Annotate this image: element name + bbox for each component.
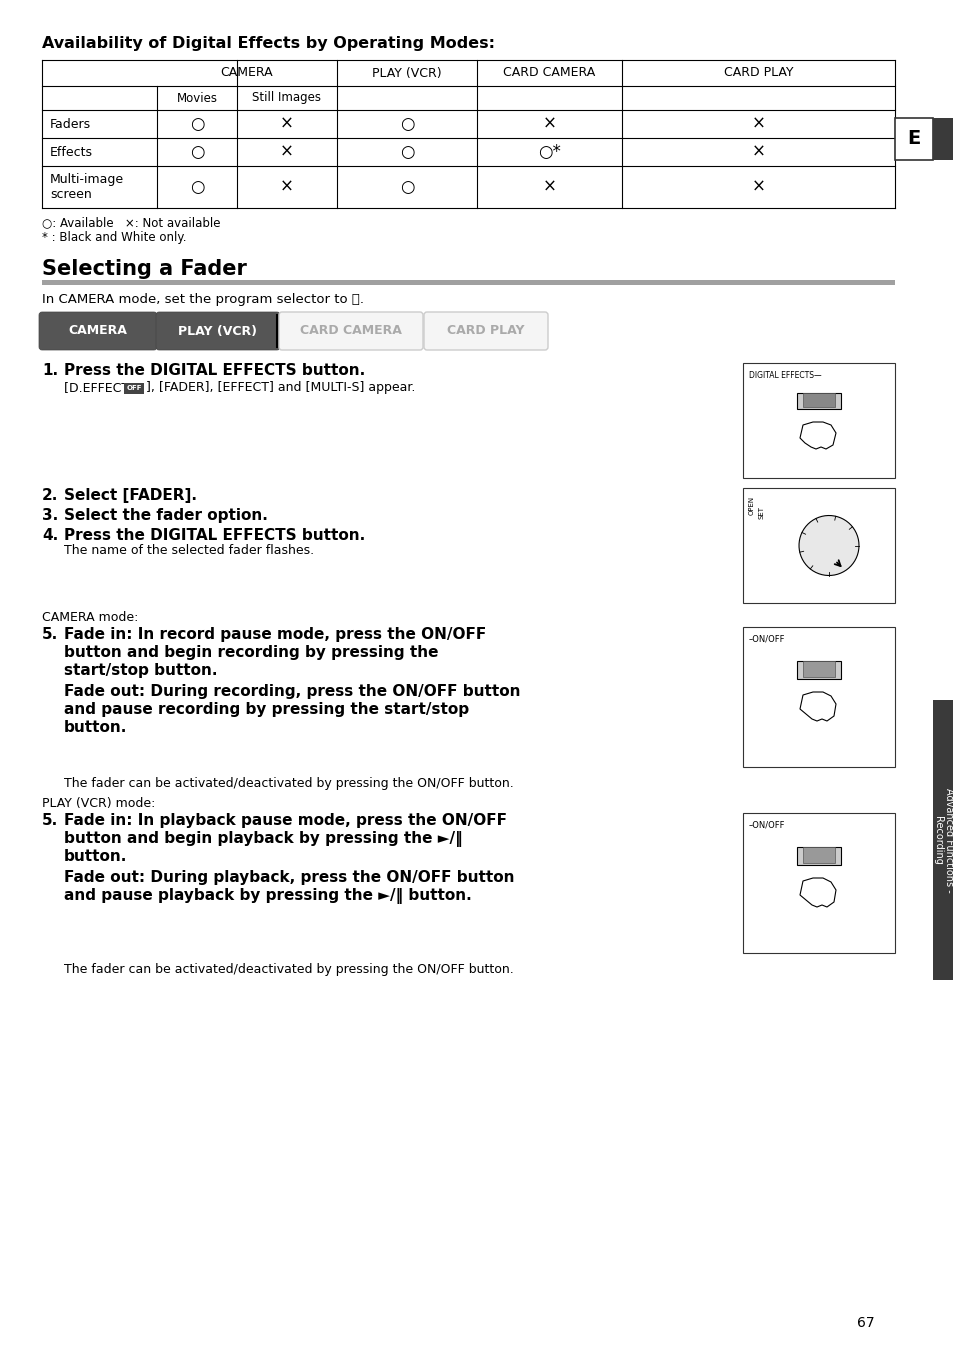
Text: Select [FADER].: Select [FADER]. xyxy=(64,488,196,503)
Polygon shape xyxy=(800,877,835,907)
Bar xyxy=(796,846,841,865)
Text: The name of the selected fader flashes.: The name of the selected fader flashes. xyxy=(64,544,314,557)
Text: OFF: OFF xyxy=(126,385,142,392)
Text: OPEN: OPEN xyxy=(748,496,754,515)
Text: and pause playback by pressing the ►/‖ button.: and pause playback by pressing the ►/‖ b… xyxy=(64,888,471,904)
Text: Movies: Movies xyxy=(176,92,217,104)
FancyBboxPatch shape xyxy=(156,312,280,350)
Text: ×: × xyxy=(280,115,294,132)
Bar xyxy=(932,700,953,980)
Bar xyxy=(802,393,834,407)
Bar xyxy=(742,362,894,479)
Bar xyxy=(742,627,894,767)
Text: ×: × xyxy=(542,115,556,132)
Bar xyxy=(894,118,932,160)
Text: PLAY (VCR): PLAY (VCR) xyxy=(178,324,257,338)
Text: Still Images: Still Images xyxy=(253,92,321,104)
Text: ○: ○ xyxy=(399,115,414,132)
Text: CAMERA: CAMERA xyxy=(69,324,128,338)
Text: –ON/OFF: –ON/OFF xyxy=(748,635,784,644)
Text: Fade out: During recording, press the ON/OFF button: Fade out: During recording, press the ON… xyxy=(64,684,520,699)
Text: * : Black and White only.: * : Black and White only. xyxy=(42,231,186,243)
Text: ○: ○ xyxy=(399,143,414,161)
Text: 3.: 3. xyxy=(42,508,58,523)
Text: ×: × xyxy=(280,143,294,161)
Text: 4.: 4. xyxy=(42,529,58,544)
Text: Availability of Digital Effects by Operating Modes:: Availability of Digital Effects by Opera… xyxy=(42,37,495,51)
Text: –ON/OFF: –ON/OFF xyxy=(748,821,784,830)
Text: ×: × xyxy=(751,143,764,161)
Text: start/stop button.: start/stop button. xyxy=(64,662,217,677)
FancyBboxPatch shape xyxy=(278,312,422,350)
Text: ×: × xyxy=(542,178,556,196)
Text: DIGITAL EFFECTS—: DIGITAL EFFECTS— xyxy=(748,370,821,380)
Text: Faders: Faders xyxy=(50,118,91,131)
Text: ○: Available   ×: Not available: ○: Available ×: Not available xyxy=(42,216,220,228)
Text: E: E xyxy=(906,130,920,149)
Text: CARD PLAY: CARD PLAY xyxy=(723,66,792,80)
Bar xyxy=(742,813,894,953)
Text: ×: × xyxy=(751,178,764,196)
Text: ○: ○ xyxy=(190,178,204,196)
Text: The fader can be activated/deactivated by pressing the ON/OFF button.: The fader can be activated/deactivated b… xyxy=(64,777,514,790)
Text: 2.: 2. xyxy=(42,488,58,503)
Text: ○*: ○* xyxy=(537,143,560,161)
Text: and pause recording by pressing the start/stop: and pause recording by pressing the star… xyxy=(64,702,469,717)
Text: Press the DIGITAL EFFECTS button.: Press the DIGITAL EFFECTS button. xyxy=(64,529,365,544)
Bar xyxy=(796,661,841,679)
Text: PLAY (VCR) mode:: PLAY (VCR) mode: xyxy=(42,796,155,810)
FancyBboxPatch shape xyxy=(423,312,547,350)
Text: Multi-image
screen: Multi-image screen xyxy=(50,173,124,201)
Bar xyxy=(124,383,144,393)
Text: ×: × xyxy=(751,115,764,132)
Text: ×: × xyxy=(280,178,294,196)
Text: Advanced Functions -
Recording: Advanced Functions - Recording xyxy=(932,788,953,892)
Polygon shape xyxy=(800,692,835,721)
Text: ○: ○ xyxy=(190,115,204,132)
Bar xyxy=(742,488,894,603)
Text: button and begin playback by pressing the ►/‖: button and begin playback by pressing th… xyxy=(64,831,462,846)
Text: PLAY (VCR): PLAY (VCR) xyxy=(372,66,441,80)
Text: button.: button. xyxy=(64,721,128,735)
Text: CARD CAMERA: CARD CAMERA xyxy=(300,324,401,338)
Text: CARD CAMERA: CARD CAMERA xyxy=(503,66,595,80)
Text: button and begin recording by pressing the: button and begin recording by pressing t… xyxy=(64,645,438,660)
Text: In CAMERA mode, set the program selector to Ⓟ.: In CAMERA mode, set the program selector… xyxy=(42,293,364,306)
Text: CAMERA: CAMERA xyxy=(220,66,273,80)
Bar xyxy=(932,118,953,160)
Text: CAMERA mode:: CAMERA mode: xyxy=(42,611,138,625)
Text: 67: 67 xyxy=(857,1315,874,1330)
FancyBboxPatch shape xyxy=(39,312,157,350)
Text: button.: button. xyxy=(64,849,128,864)
Text: SET: SET xyxy=(759,506,764,519)
Text: ], [FADER], [EFFECT] and [MULTI-S] appear.: ], [FADER], [EFFECT] and [MULTI-S] appea… xyxy=(146,381,415,393)
Text: ○: ○ xyxy=(190,143,204,161)
Text: [D.EFFECT: [D.EFFECT xyxy=(64,381,133,393)
Bar xyxy=(796,393,841,410)
Text: 5.: 5. xyxy=(42,813,58,827)
Text: Select the fader option.: Select the fader option. xyxy=(64,508,268,523)
Bar xyxy=(42,280,894,285)
Text: ○: ○ xyxy=(399,178,414,196)
Text: 5.: 5. xyxy=(42,627,58,642)
Text: CARD PLAY: CARD PLAY xyxy=(447,324,524,338)
Text: 1.: 1. xyxy=(42,362,58,379)
Polygon shape xyxy=(800,422,835,449)
Text: Selecting a Fader: Selecting a Fader xyxy=(42,260,247,279)
Bar xyxy=(802,846,834,863)
Text: Effects: Effects xyxy=(50,146,92,158)
Text: Press the DIGITAL EFFECTS button.: Press the DIGITAL EFFECTS button. xyxy=(64,362,365,379)
Text: Fade out: During playback, press the ON/OFF button: Fade out: During playback, press the ON/… xyxy=(64,869,514,886)
Polygon shape xyxy=(799,515,858,576)
Text: Fade in: In record pause mode, press the ON/OFF: Fade in: In record pause mode, press the… xyxy=(64,627,486,642)
Bar xyxy=(802,661,834,677)
Text: The fader can be activated/deactivated by pressing the ON/OFF button.: The fader can be activated/deactivated b… xyxy=(64,963,514,976)
Text: Fade in: In playback pause mode, press the ON/OFF: Fade in: In playback pause mode, press t… xyxy=(64,813,506,827)
